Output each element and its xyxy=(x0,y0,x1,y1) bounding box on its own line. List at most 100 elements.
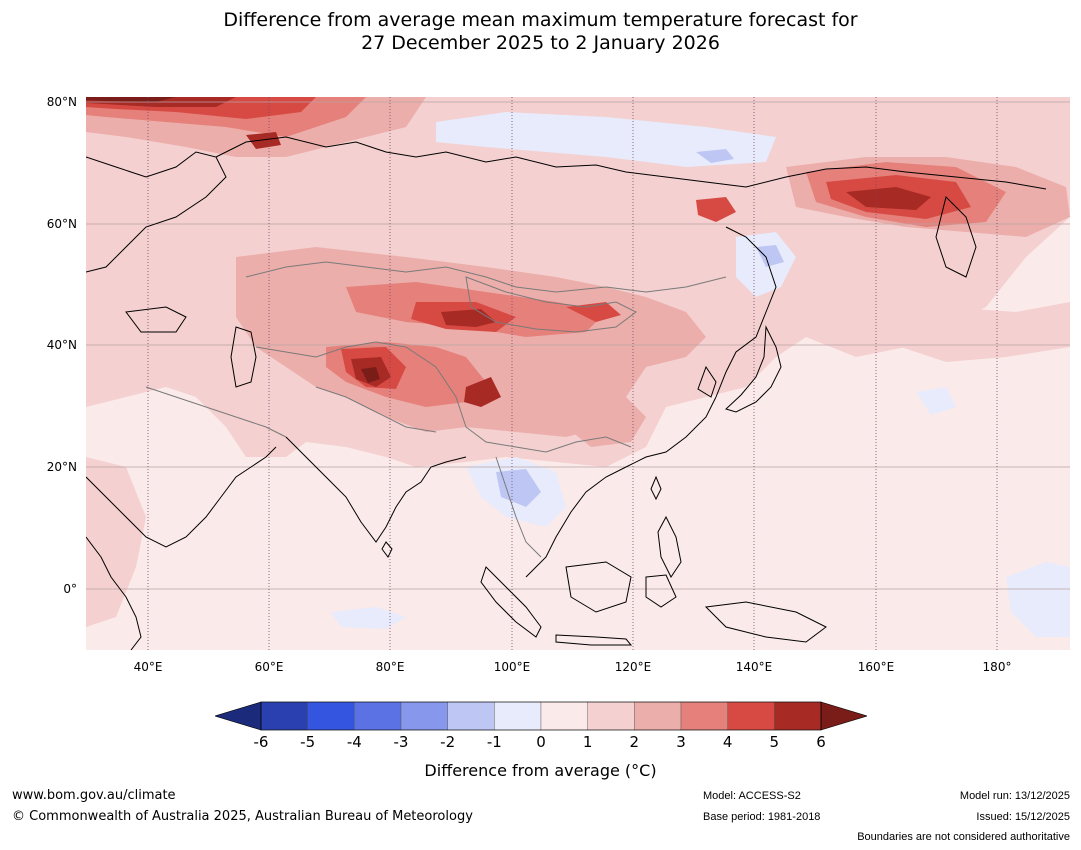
lon-label-180: 180° xyxy=(982,660,1012,674)
lon-label-60e: 60°E xyxy=(254,660,284,674)
colorbar-tick-label: 2 xyxy=(629,733,640,751)
coastline-philippines xyxy=(657,515,682,578)
map-svg xyxy=(86,97,1070,650)
coastline-africa xyxy=(86,536,142,650)
border-indochina xyxy=(495,456,542,558)
anomaly-region-neg-arctic-inner xyxy=(696,149,734,163)
lat-label-0: 0° xyxy=(63,582,77,596)
coastline-sri-lanka xyxy=(381,541,393,558)
anomaly-region-gt6-tibet xyxy=(361,367,380,383)
colorbar-tick-label: 4 xyxy=(722,733,733,751)
anomaly-region-5-6-yangtze xyxy=(566,302,621,322)
anomaly-region-5-6-china xyxy=(464,377,501,407)
coastline-caspian xyxy=(230,326,257,388)
coastline-okhotsk xyxy=(715,226,777,398)
lat-label-40n: 40°N xyxy=(46,338,77,352)
colorbar-cell xyxy=(634,701,682,731)
coastline-kalimantan xyxy=(645,574,677,608)
colorbar-label: Difference from average (°C) xyxy=(424,761,657,780)
anomaly-region-neg-pacific xyxy=(1006,562,1070,637)
footer-disclaimer: Boundaries are not considered authoritat… xyxy=(857,831,1070,843)
footer-website[interactable]: www.bom.gov.au/climate xyxy=(12,788,176,803)
country-borders xyxy=(145,261,727,558)
coastline-java xyxy=(555,634,633,646)
colorbar-cell xyxy=(494,701,542,731)
border-mongolia xyxy=(465,276,637,333)
colorbar-cell xyxy=(774,701,822,731)
colorbar-tick-label: -2 xyxy=(440,733,456,751)
colorbar-legend xyxy=(213,700,869,732)
footer-copyright: © Commonwealth of Australia 2025, Austra… xyxy=(12,809,473,824)
anomaly-region-neg-indochina-inner xyxy=(496,469,541,507)
coastlines xyxy=(86,136,1047,650)
coastline-taiwan xyxy=(650,475,662,501)
footer-base-period: Base period: 1981-2018 xyxy=(703,811,821,823)
anomaly-region-neg-arabian xyxy=(331,607,406,629)
border-russia-kazakhstan xyxy=(245,261,727,293)
coastline-borneo xyxy=(565,561,632,613)
coastline-black-sea xyxy=(125,306,187,333)
lon-label-100e: 100°E xyxy=(493,660,531,674)
anomaly-region-gt6-north xyxy=(86,97,176,102)
chart-title: Difference from average mean maximum tem… xyxy=(0,9,1081,55)
colorbar-cell xyxy=(400,701,448,731)
colorbar-extend-high xyxy=(821,702,867,730)
coastline-arctic xyxy=(215,136,1047,190)
colorbar-svg xyxy=(213,701,869,731)
lon-label-140e: 140°E xyxy=(735,660,773,674)
colorbar-tick-label: 6 xyxy=(816,733,826,751)
coastline-india xyxy=(285,436,467,543)
lat-label-80n: 80°N xyxy=(46,95,77,109)
coastline-sumatra xyxy=(480,566,542,638)
footer-issued: Issued: 15/12/2025 xyxy=(976,811,1070,823)
title-line-2: 27 December 2025 to 2 January 2026 xyxy=(361,32,720,54)
anomaly-region-neg-arctic xyxy=(436,112,776,167)
anomaly-region-neg-okhotsk-inner xyxy=(756,245,784,267)
colorbar-cell xyxy=(727,701,775,731)
border-central-asia xyxy=(255,341,407,358)
anomaly-region-5-6-kola xyxy=(246,132,281,149)
colorbar-tick-label: -1 xyxy=(486,733,502,751)
footer-model: Model: ACCESS-S2 xyxy=(703,790,801,802)
anomaly-region-2-3-east-asia xyxy=(566,387,646,447)
colorbar-tick-label: -5 xyxy=(300,733,316,751)
anomaly-region-1-2-south xyxy=(86,457,146,627)
colorbar-cell xyxy=(540,701,588,731)
colorbar-tick-label: -4 xyxy=(346,733,362,751)
colorbar-cell xyxy=(354,701,402,731)
colorbar-tick-label: 1 xyxy=(582,733,593,751)
anomaly-region-neg-pacific-2 xyxy=(916,387,956,415)
border-china xyxy=(405,346,632,453)
coastline-new-guinea xyxy=(704,601,827,643)
colorbar-cell xyxy=(587,701,635,731)
colorbar-tick-label: 5 xyxy=(769,733,780,751)
colorbar-cell xyxy=(680,701,728,731)
title-line-1: Difference from average mean maximum tem… xyxy=(223,9,858,31)
border-south-asia xyxy=(315,386,437,433)
map-meridians xyxy=(147,97,998,650)
colorbar-cell xyxy=(307,701,355,731)
colorbar-outline-low xyxy=(213,701,262,731)
colorbar-tick-label: 3 xyxy=(676,733,686,751)
lon-label-80e: 80°E xyxy=(375,660,405,674)
coastline-scandinavia xyxy=(86,151,227,273)
lat-label-60n: 60°N xyxy=(46,217,77,231)
coastline-kamchatka xyxy=(935,196,977,278)
forecast-map xyxy=(86,97,1070,650)
colorbar-extend-low xyxy=(215,702,261,730)
anomaly-region-5-6-siberia xyxy=(846,187,931,210)
colorbar-tick-label: 0 xyxy=(536,733,546,751)
lon-label-160e: 160°E xyxy=(857,660,895,674)
colorbar-cell xyxy=(447,701,495,731)
anomaly-region-4-5-sea-of-okhotsk xyxy=(696,197,736,222)
lat-label-20n: 20°N xyxy=(46,460,77,474)
coastline-east-asia xyxy=(525,396,717,578)
footer-model-run: Model run: 13/12/2025 xyxy=(959,790,1070,802)
colorbar-outline-high xyxy=(820,701,869,731)
colorbar-tick-label: -6 xyxy=(253,733,269,751)
coastline-arabia xyxy=(86,446,277,548)
colorbar-tick-label: -3 xyxy=(393,733,409,751)
map-graticule xyxy=(86,101,1070,590)
lon-label-40e: 40°E xyxy=(133,660,163,674)
border-middle-east xyxy=(145,386,287,438)
